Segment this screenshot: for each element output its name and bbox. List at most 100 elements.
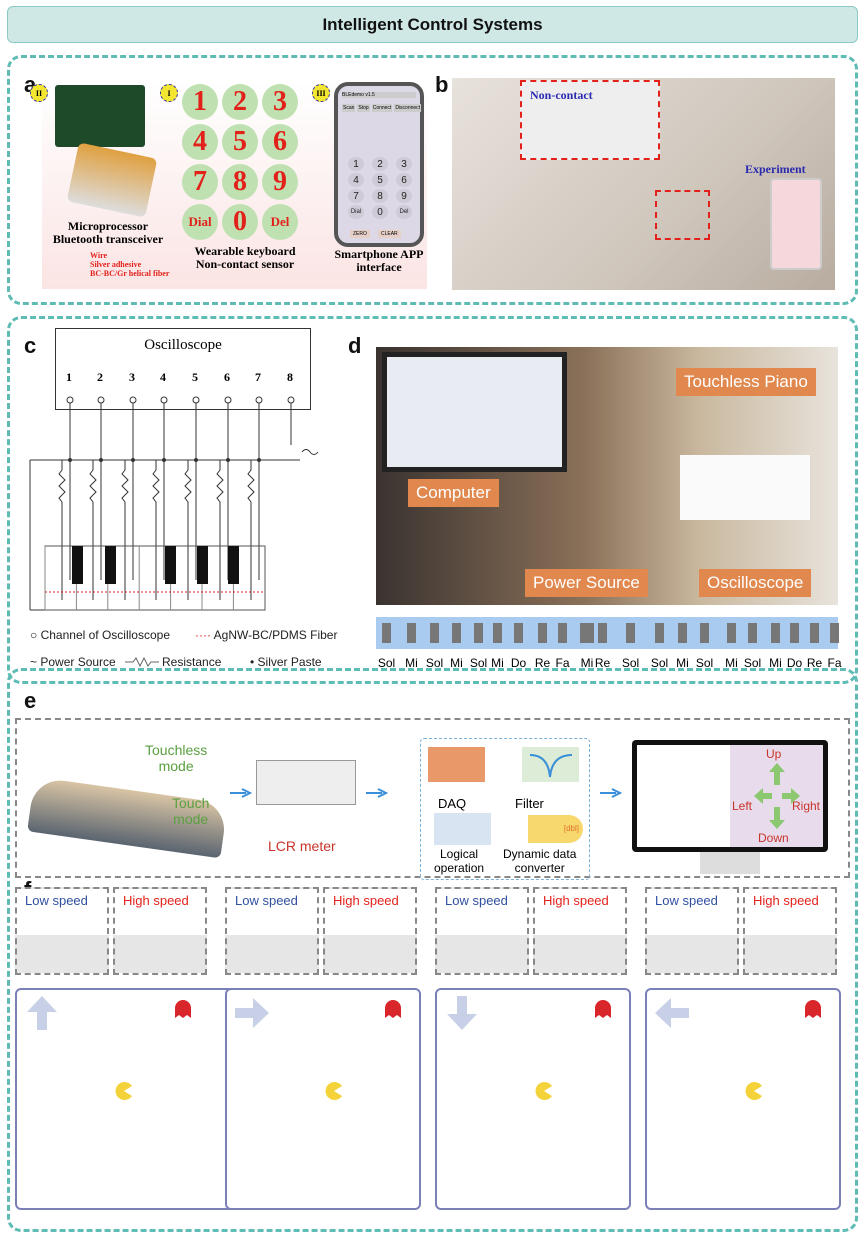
oscilloscope-label: Oscilloscope xyxy=(144,337,222,353)
keyboard-caption: Wearable keyboard Non-contact sensor xyxy=(194,244,296,271)
note-label: Sol xyxy=(377,656,396,670)
keyboard-key: 0 xyxy=(222,204,258,240)
tag-power-source: Power Source xyxy=(525,569,648,597)
waveform-pulse xyxy=(580,623,594,643)
waveform-strip xyxy=(376,617,839,649)
monitor: Up Left Right Down xyxy=(632,740,828,852)
waveform-pulse xyxy=(514,623,523,643)
direction-arrow-icon xyxy=(447,996,477,1030)
logic-icon xyxy=(434,813,491,845)
app-key[interactable]: 2 xyxy=(372,157,388,171)
waveform-pulse xyxy=(598,623,607,643)
logical-label: Logical operation xyxy=(434,847,485,875)
note-label: Sol xyxy=(743,656,762,670)
dir-up: Up xyxy=(766,747,782,761)
pipeline-box xyxy=(15,718,850,878)
zoom-region xyxy=(655,190,710,240)
speed-box xyxy=(743,887,837,975)
converter-icon: [dbl] xyxy=(528,815,583,843)
daq-label: DAQ xyxy=(438,796,467,811)
micro-caption: Microprocessor Bluetooth transceiver xyxy=(52,219,164,246)
note-label: Sol xyxy=(695,656,714,670)
pacman-icon xyxy=(745,1082,762,1100)
ghost-icon xyxy=(805,1000,821,1018)
filter-label: Filter xyxy=(515,796,544,811)
lcr-meter xyxy=(256,760,356,805)
low-speed-label: Low speed xyxy=(235,893,298,908)
note-label: Re xyxy=(806,656,823,670)
speed-box xyxy=(323,887,417,975)
app-button[interactable]: Stop xyxy=(357,104,370,112)
waveform-pulse xyxy=(474,623,483,643)
note-label: Mi xyxy=(580,656,594,670)
touch-mode-label: Touch mode xyxy=(172,795,210,827)
app-key[interactable]: 4 xyxy=(348,173,364,187)
waveform-pulse xyxy=(452,623,461,643)
note-label: Mi xyxy=(769,656,782,670)
resistor-icon xyxy=(125,657,159,667)
app-key[interactable]: 9 xyxy=(396,189,412,203)
figure-title: Intelligent Control Systems xyxy=(7,6,858,43)
app-header: BLEdemo v1.5 xyxy=(342,92,416,98)
waveform-pulse xyxy=(771,623,780,643)
ghost-icon xyxy=(175,1000,191,1018)
pacman-icon xyxy=(535,1082,552,1100)
arrow-icon xyxy=(230,788,252,798)
low-speed-label: Low speed xyxy=(445,893,508,908)
waveform-pulse xyxy=(538,623,547,643)
panel-a-legend: Wire Silver adhesive BC-BC/Gr helical fibe… xyxy=(90,251,170,278)
app-bottom-button[interactable]: CLEAR xyxy=(378,230,401,238)
direction-pad: Up Left Right Down xyxy=(730,745,823,847)
monitor-stand xyxy=(700,852,760,874)
note-label: Sol xyxy=(425,656,444,670)
waveform-pulse xyxy=(700,623,709,643)
maze-panel xyxy=(225,988,421,1210)
channel-number: 5 xyxy=(192,370,198,384)
app-key[interactable]: 8 xyxy=(372,189,388,203)
app-key[interactable]: Dial xyxy=(348,205,364,219)
maze-panel xyxy=(645,988,841,1210)
note-label: Mi xyxy=(676,656,689,670)
daq-icon xyxy=(428,747,485,782)
app-button[interactable]: Disconnect xyxy=(394,104,422,112)
app-key[interactable]: 1 xyxy=(348,157,364,171)
speed-box xyxy=(435,887,529,975)
keyboard-key: 6 xyxy=(262,124,298,160)
tag-oscilloscope: Oscilloscope xyxy=(699,569,812,597)
pacman-icon xyxy=(325,1082,342,1100)
app-button[interactable]: Scan xyxy=(342,104,356,112)
panel-label-e: e xyxy=(24,688,37,713)
laptop-screen xyxy=(382,352,567,472)
low-speed-label: Low speed xyxy=(25,893,88,908)
keyboard-key: 9 xyxy=(262,164,298,200)
panel-ef xyxy=(7,668,858,1232)
note-label: Do xyxy=(510,656,527,670)
channel-number: 8 xyxy=(287,370,293,384)
app-key[interactable]: 0 xyxy=(372,205,388,219)
note-label: Mi xyxy=(450,656,463,670)
panel-label-d: d xyxy=(348,333,362,358)
arrows-icon xyxy=(754,763,800,829)
note-label: Mi xyxy=(405,656,418,670)
high-speed-label: High speed xyxy=(333,893,399,908)
panel-cd xyxy=(7,316,858,684)
app-key[interactable]: 3 xyxy=(396,157,412,171)
note-label: Sol xyxy=(621,656,640,670)
dir-right: Right xyxy=(792,799,821,813)
tag-touchless-piano: Touchless Piano xyxy=(676,368,816,396)
keyboard-key: 4 xyxy=(182,124,218,160)
app-key[interactable]: 7 xyxy=(348,189,364,203)
app-key[interactable]: 5 xyxy=(372,173,388,187)
app-key[interactable]: 6 xyxy=(396,173,412,187)
inset-zoom xyxy=(520,80,660,160)
channel-number: 3 xyxy=(129,370,135,384)
keyboard-key: Dial xyxy=(182,204,218,240)
processing-box xyxy=(420,738,590,880)
legend-silver-paste: • Silver Paste xyxy=(250,655,322,669)
app-bottom-button[interactable]: ZERO xyxy=(350,230,370,238)
direction-arrow-icon xyxy=(27,996,57,1030)
app-key[interactable]: Del xyxy=(396,205,412,219)
arrow-icon xyxy=(600,788,622,798)
app-button[interactable]: Connect xyxy=(371,104,393,112)
maze-screen xyxy=(637,745,730,847)
